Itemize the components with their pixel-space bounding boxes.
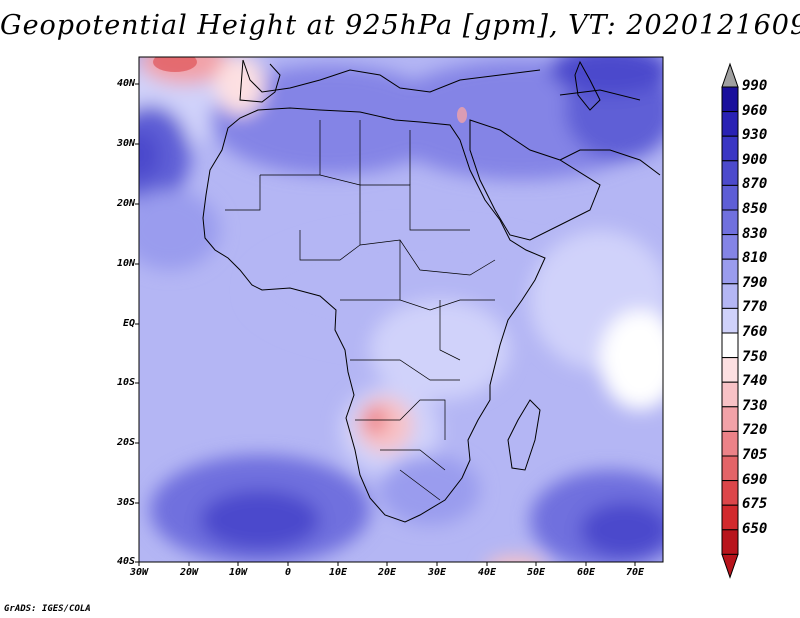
colorbar-swatch [721, 258, 739, 285]
lat-label-20n: 20N [116, 198, 135, 209]
height-field [139, 57, 663, 562]
colorbar-swatch [721, 135, 739, 162]
lon-label-30w: 30W [129, 567, 149, 578]
map-title: Geopotential Height at 925hPa [gpm], VT:… [0, 10, 800, 41]
lat-label-eq: EQ [122, 318, 135, 329]
lat-label-40n: 40N [116, 78, 135, 89]
colorbar-swatch [721, 111, 739, 137]
colorbar-swatch [721, 234, 739, 260]
colorbar-swatch [721, 381, 739, 408]
colorbar-label: 720 [742, 422, 768, 439]
lat-label-10s: 10S [116, 377, 135, 388]
colorbar-label: 770 [742, 299, 768, 316]
colorbar-swatch [721, 430, 739, 457]
colorbar-swatch [721, 184, 739, 211]
lon-label-0: 0 [284, 567, 292, 578]
lon-label-30e: 30E [427, 567, 447, 578]
colorbar-label: 960 [742, 102, 768, 119]
colorbar-swatch [721, 480, 739, 506]
colorbar-label: 750 [742, 348, 768, 365]
colorbar-swatch [721, 86, 739, 113]
colorbar-top-arrow [721, 62, 739, 88]
colorbar-label: 870 [742, 176, 768, 193]
lon-label-50e: 50E [526, 567, 546, 578]
colorbar-swatch [721, 283, 739, 309]
colorbar-label: 730 [742, 397, 768, 414]
tick-marks [135, 83, 636, 566]
lat-label-10n: 10N [116, 258, 135, 269]
colorbar-swatch [721, 160, 739, 186]
lon-label-10w: 10W [228, 567, 248, 578]
colorbar-label: 790 [742, 274, 768, 291]
coastlines [202, 59, 661, 523]
colorbar-swatch [721, 504, 739, 531]
colorbar-swatch [721, 357, 739, 383]
colorbar-label: 810 [742, 250, 768, 267]
colorbar-swatch [721, 406, 739, 432]
lon-label-40e: 40E [477, 567, 497, 578]
colorbar-swatch [721, 455, 739, 482]
lon-label-10e: 10E [328, 567, 348, 578]
lat-label-30n: 30N [116, 138, 135, 149]
colorbar-label: 990 [742, 78, 768, 94]
colorbar-label: 705 [742, 447, 768, 463]
plot-frame [138, 56, 664, 563]
colorbar-swatch [721, 332, 739, 359]
colorbar-label: 675 [742, 496, 768, 513]
lon-label-20w: 20W [179, 567, 199, 578]
colorbar-label: 740 [742, 373, 768, 390]
colorbar-label: 900 [742, 151, 768, 168]
lon-label-60e: 60E [576, 567, 596, 578]
borders [225, 120, 496, 501]
colorbar-swatch [721, 209, 739, 236]
lat-label-20s: 20S [116, 437, 135, 448]
lon-label-70e: 70E [625, 567, 645, 578]
colorbar-bottom-arrow [721, 553, 739, 579]
colorbar-label: 690 [742, 471, 768, 488]
colorbar [721, 62, 739, 579]
colorbar-label: 760 [742, 324, 768, 340]
colorbar-swatch [721, 529, 739, 555]
lat-label-30s: 30S [116, 497, 135, 508]
lat-label-40s: 40S [116, 556, 135, 567]
lon-label-20e: 20E [377, 567, 397, 578]
grads-credit: GrADS: IGES/COLA [4, 604, 91, 614]
colorbar-swatch [721, 307, 739, 334]
colorbar-label: 850 [742, 201, 768, 217]
colorbar-label: 650 [742, 520, 768, 537]
colorbar-label: 830 [742, 225, 768, 242]
colorbar-label: 930 [742, 127, 768, 144]
